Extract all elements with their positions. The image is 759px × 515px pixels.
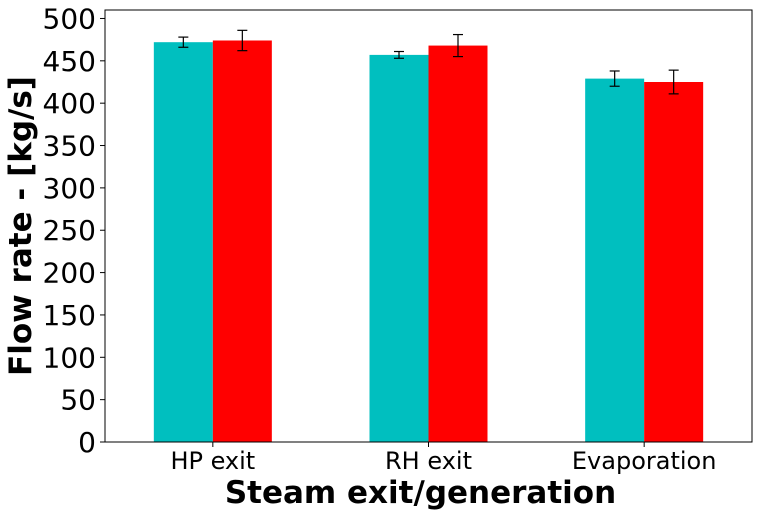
errorbars-layer: [178, 29, 679, 95]
y-tick-label: 400: [43, 87, 96, 120]
y-axis-title: Flow rate - [kg/s]: [3, 76, 39, 376]
y-tick-label: 50: [60, 384, 96, 417]
y-tick-label: 450: [43, 45, 96, 78]
x-axis-title: Steam exit/generation: [225, 475, 616, 511]
y-tick-label: 500: [43, 2, 96, 35]
x-tick-label: RH exit: [385, 447, 472, 475]
y-tick-label: 300: [43, 172, 96, 205]
bar-series2-evaporation: [644, 82, 704, 442]
y-tick-label: 350: [43, 130, 96, 163]
y-axis: 0 50 100 150 200 250 300 350 400 450 500: [43, 2, 105, 459]
bar-series2-hp-exit: [212, 40, 272, 443]
x-tick-label: HP exit: [170, 447, 255, 475]
y-tick-label: 100: [43, 341, 96, 374]
bar-series1-rh-exit: [369, 54, 429, 443]
y-tick-label: 150: [43, 299, 96, 332]
bars-layer: [153, 40, 704, 443]
bar-series2-rh-exit: [428, 45, 488, 442]
x-axis: HP exit RH exit Evaporation: [170, 442, 716, 475]
y-tick-label: 200: [43, 257, 96, 290]
bar-series1-hp-exit: [153, 42, 213, 443]
bar-series1-evaporation: [585, 78, 645, 443]
x-tick-label: Evaporation: [572, 447, 717, 475]
y-tick-label: 0: [78, 426, 96, 459]
y-tick-label: 250: [43, 214, 96, 247]
